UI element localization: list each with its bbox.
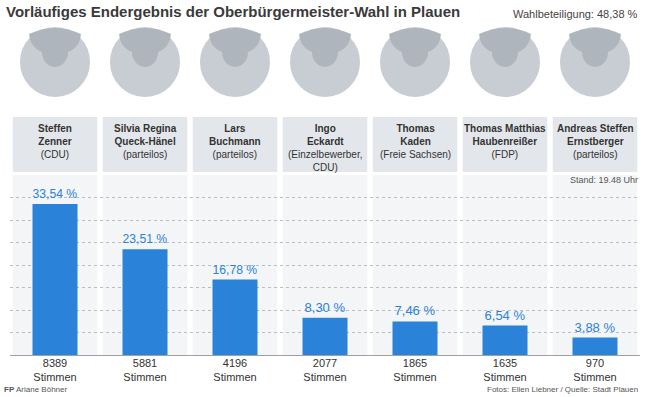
svg-text:3,88 %: 3,88 % (575, 320, 616, 335)
svg-text:16,78 %: 16,78 % (213, 263, 258, 277)
svg-text:4196Stimmen: 4196Stimmen (213, 357, 256, 383)
svg-text:2077Stimmen: 2077Stimmen (303, 357, 346, 383)
svg-text:SteffenZenner(CDU): SteffenZenner(CDU) (38, 123, 72, 160)
svg-text:Andreas SteffenErnstberger(par: Andreas SteffenErnstberger(parteilos) (557, 123, 634, 160)
svg-text:5881Stimmen: 5881Stimmen (123, 357, 166, 383)
svg-text:6,54 %: 6,54 % (485, 308, 526, 323)
svg-text:IngoEckardt(Einzelbewerber,CDU: IngoEckardt(Einzelbewerber,CDU) (288, 123, 362, 173)
svg-text:Fotos: Ellen Liebner / Quelle:: Fotos: Ellen Liebner / Quelle: Stadt Pla… (487, 385, 638, 394)
svg-text:Wahlbeteiligung: 48,38 %: Wahlbeteiligung: 48,38 % (513, 8, 638, 20)
svg-text:970Stimmen: 970Stimmen (573, 357, 616, 383)
svg-text:FP Ariane Böhner: FP Ariane Böhner (4, 385, 67, 394)
svg-text:1865Stimmen: 1865Stimmen (393, 357, 436, 383)
svg-text:1635Stimmen: 1635Stimmen (483, 357, 526, 383)
svg-text:33,54 %: 33,54 % (33, 187, 78, 201)
svg-text:7,46 %: 7,46 % (395, 303, 436, 318)
svg-text:8,30 %: 8,30 % (305, 300, 346, 315)
svg-text:8389Stimmen: 8389Stimmen (33, 357, 76, 383)
svg-text:ThomasKaden(Freie Sachsen): ThomasKaden(Freie Sachsen) (380, 123, 451, 160)
svg-text:Stand: 19.48 Uhr: Stand: 19.48 Uhr (570, 175, 638, 185)
svg-text:Silvia ReginaQueck-Hänel(parte: Silvia ReginaQueck-Hänel(parteilos) (114, 123, 177, 160)
svg-text:LarsBuchmann(parteilos): LarsBuchmann(parteilos) (209, 123, 261, 160)
svg-text:23,51 %: 23,51 % (123, 232, 168, 246)
svg-text:Thomas MatthiasHaubenreißer(FD: Thomas MatthiasHaubenreißer(FDP) (464, 123, 546, 160)
svg-text:Vorläufiges Endergebnis der Ob: Vorläufiges Endergebnis der Oberbürgerme… (6, 3, 460, 20)
